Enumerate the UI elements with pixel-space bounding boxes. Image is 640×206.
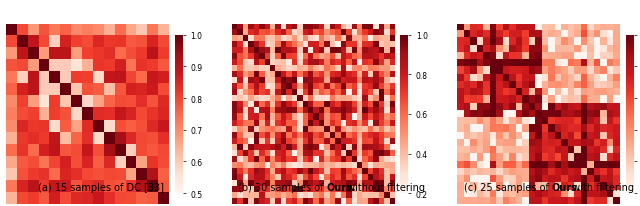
Text: (b) 30 samples of: (b) 30 samples of xyxy=(237,183,326,192)
Text: (b) 30 samples of Ours. without filtering: (b) 30 samples of Ours. without filterin… xyxy=(228,183,424,192)
Text: Ours.: Ours. xyxy=(552,183,581,192)
Text: with filtering: with filtering xyxy=(570,183,634,192)
Text: Ours.: Ours. xyxy=(326,183,356,192)
Text: (a) 15 samples of DC [33]: (a) 15 samples of DC [33] xyxy=(38,183,164,192)
Text: (c) 25 samples of: (c) 25 samples of xyxy=(464,183,552,192)
Text: without filtering: without filtering xyxy=(344,183,425,192)
